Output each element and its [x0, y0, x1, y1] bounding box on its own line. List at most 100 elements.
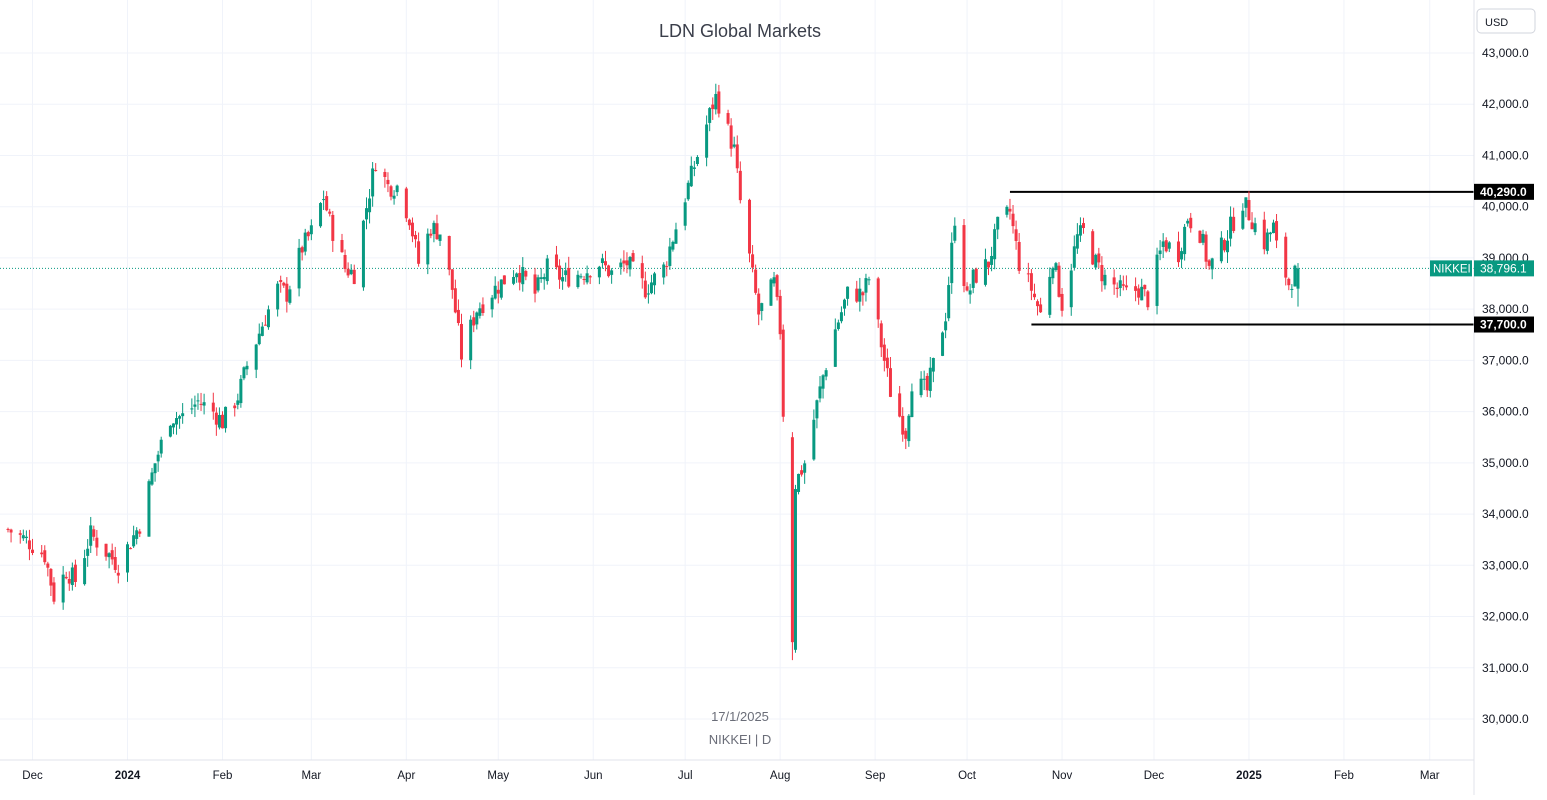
- candle: [233, 402, 237, 417]
- candle: [628, 255, 632, 277]
- time-tick-label: Aug: [770, 770, 790, 782]
- candle-body: [1146, 291, 1150, 308]
- candle-body: [52, 582, 56, 602]
- candle-body: [1134, 286, 1138, 291]
- price-axis[interactable]: 43,000.042,000.041,000.040,000.039,000.0…: [1482, 46, 1529, 726]
- candle-body: [1250, 222, 1254, 230]
- candle-body: [962, 225, 966, 287]
- candle: [392, 190, 396, 205]
- candle-body: [950, 242, 954, 284]
- candle-body: [450, 269, 454, 290]
- candle-body: [665, 266, 669, 268]
- candle: [757, 288, 761, 326]
- candle-body: [1189, 217, 1193, 229]
- candle-body: [1183, 226, 1187, 255]
- candle: [653, 271, 657, 295]
- candle: [322, 190, 326, 210]
- candle: [365, 197, 368, 230]
- candle-body: [92, 529, 96, 537]
- candle: [858, 277, 862, 312]
- candle-body: [429, 233, 433, 236]
- candle: [990, 246, 994, 272]
- candle-body: [1060, 293, 1064, 311]
- candle-body: [502, 275, 506, 285]
- candle: [159, 436, 163, 458]
- candle: [168, 424, 172, 438]
- candle-body: [561, 277, 565, 282]
- candle: [447, 235, 451, 276]
- candle: [729, 118, 733, 157]
- candle: [150, 467, 154, 486]
- candle: [107, 552, 111, 569]
- candle: [1262, 211, 1266, 255]
- candle-body: [674, 229, 678, 244]
- candle: [1284, 232, 1288, 286]
- candle: [640, 255, 644, 289]
- candle-body: [40, 552, 44, 555]
- candle: [561, 267, 565, 290]
- candle-body: [260, 326, 264, 336]
- candle-body: [1094, 254, 1098, 268]
- time-axis[interactable]: Dec 2024 Feb Mar Apr May Jun Jul Aug Sep Oct Nov Dec…: [22, 770, 1440, 782]
- candle-body: [1219, 237, 1223, 262]
- candle-body: [64, 576, 68, 579]
- candle-body: [800, 470, 804, 475]
- candle: [950, 232, 954, 294]
- candle: [919, 371, 923, 398]
- candle: [263, 315, 267, 326]
- candle-body: [582, 279, 586, 281]
- candle: [469, 315, 473, 370]
- candle-body: [689, 165, 693, 187]
- candle: [1140, 278, 1144, 301]
- candle-body: [944, 321, 948, 331]
- candle: [910, 383, 914, 418]
- candle: [214, 407, 218, 436]
- candle: [1161, 233, 1165, 258]
- candle: [1137, 284, 1141, 305]
- candle: [279, 275, 283, 293]
- candle: [619, 258, 623, 275]
- candle-body: [220, 414, 224, 429]
- candle-body: [1284, 236, 1288, 278]
- candle-body: [113, 557, 117, 570]
- candle-body: [1026, 273, 1030, 275]
- candle-body: [901, 415, 905, 435]
- candle-body: [374, 170, 378, 172]
- candle: [309, 219, 313, 241]
- candle-body: [129, 548, 133, 550]
- candle: [769, 278, 773, 306]
- candle-body: [1017, 241, 1021, 271]
- candle-body: [812, 419, 816, 460]
- candle-body: [1014, 229, 1018, 242]
- candle: [879, 320, 883, 357]
- candle-body: [168, 425, 172, 437]
- candle: [113, 546, 117, 573]
- candle: [671, 240, 675, 252]
- candle: [211, 392, 215, 420]
- candle-body: [478, 308, 482, 316]
- candle-body: [974, 268, 978, 283]
- candle: [1268, 231, 1272, 242]
- candle: [499, 279, 503, 300]
- candle: [285, 277, 289, 313]
- candle-body: [882, 344, 886, 361]
- candle-body: [922, 378, 926, 380]
- candle-body: [646, 293, 650, 295]
- candle: [567, 256, 571, 288]
- candle-body: [558, 265, 562, 280]
- currency-button[interactable]: USD: [1476, 8, 1536, 34]
- price-tick-label: 36,000.0: [1482, 405, 1529, 419]
- candle: [576, 270, 580, 289]
- candle: [490, 294, 494, 318]
- candle: [417, 232, 421, 267]
- candle-body: [971, 269, 975, 288]
- candle-body: [1271, 222, 1275, 234]
- candle-body: [110, 550, 114, 560]
- candle-body: [668, 246, 672, 266]
- candle-body: [607, 265, 611, 277]
- candle: [564, 262, 568, 282]
- candle-body: [1287, 278, 1291, 286]
- candle-body: [276, 283, 280, 310]
- candle: [73, 559, 77, 587]
